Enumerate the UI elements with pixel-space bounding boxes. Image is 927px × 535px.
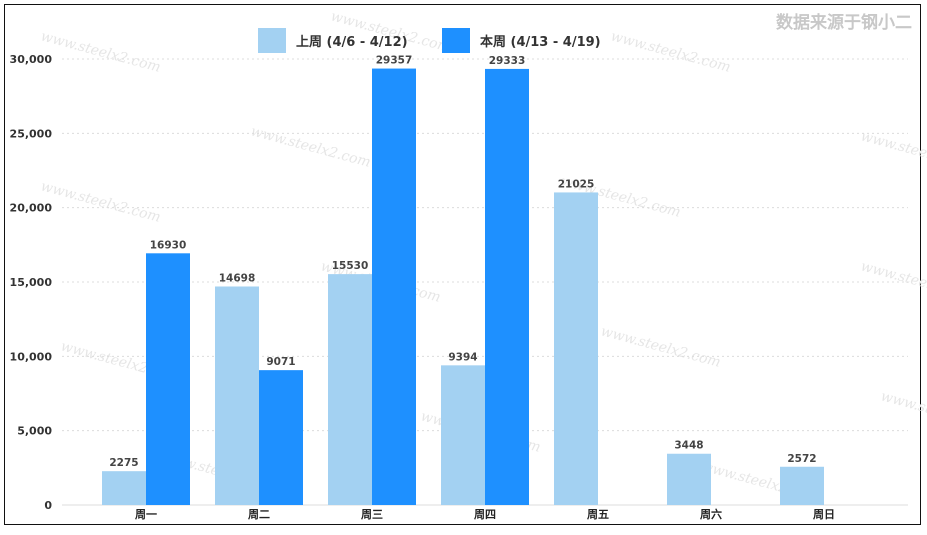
watermark-text: www.steelx2.com xyxy=(39,178,162,225)
bars xyxy=(102,68,824,505)
data-label: 15530 xyxy=(332,260,369,272)
x-axis-categories: 周一 周二 周三 周四 周五 周六 周日 xyxy=(135,507,835,521)
data-label: 9394 xyxy=(448,351,477,363)
data-label: 2275 xyxy=(109,457,138,469)
x-category-label: 周四 xyxy=(474,508,496,521)
x-category-label: 周六 xyxy=(700,507,722,521)
data-label: 14698 xyxy=(219,272,256,284)
bar-this-week xyxy=(485,68,529,505)
data-label: 16930 xyxy=(150,239,187,251)
watermark-text: www.steelx2.com xyxy=(609,28,732,75)
x-category-label: 周五 xyxy=(587,508,609,521)
data-label: 29357 xyxy=(376,55,413,67)
x-category-label: 周二 xyxy=(248,508,270,521)
bar-this-week xyxy=(146,253,190,505)
watermark-text: www.steelx2.com xyxy=(249,123,372,170)
legend-swatch xyxy=(442,28,470,53)
y-tick-label: 5,000 xyxy=(17,425,52,438)
bar-last-week xyxy=(780,466,824,505)
data-label: 2572 xyxy=(787,453,816,465)
legend-label: 上周 (4/6 - 4/12) xyxy=(296,35,408,50)
bar-last-week xyxy=(328,274,372,505)
y-tick-label: 15,000 xyxy=(10,276,53,289)
x-category-label: 周三 xyxy=(361,508,383,521)
legend: 上周 (4/6 - 4/12) 本周 (4/13 - 4/19) xyxy=(258,28,601,53)
y-tick-label: 25,000 xyxy=(10,127,53,140)
bar-this-week xyxy=(259,370,303,505)
watermark-text: www.steelx2.com xyxy=(39,28,162,75)
watermark-text: www.steelx2.com xyxy=(859,128,927,175)
legend-label: 本周 (4/13 - 4/19) xyxy=(480,34,601,50)
y-tick-label: 10,000 xyxy=(10,350,53,363)
legend-swatch xyxy=(258,28,286,53)
y-tick-label: 0 xyxy=(44,499,52,512)
bar-last-week xyxy=(441,365,485,505)
bar-this-week xyxy=(372,68,416,505)
data-label: 29333 xyxy=(489,55,526,67)
x-category-label: 周一 xyxy=(135,508,157,521)
watermark-text: www.steelx2.com xyxy=(879,388,927,435)
bar-last-week xyxy=(554,192,598,505)
data-labels: 2275 16930 14698 9071 15530 29357 9394 29333 210… xyxy=(109,55,816,470)
data-label: 3448 xyxy=(674,440,703,452)
data-source-note: 数据来源于钢小二 xyxy=(776,12,912,33)
watermark-text: www.steelx2.com xyxy=(599,323,722,370)
y-tick-label: 30,000 xyxy=(10,53,53,66)
data-label: 21025 xyxy=(558,178,595,190)
y-axis-ticks: 0 5,000 10,000 15,000 20,000 25,000 30,000 xyxy=(10,53,53,512)
bar-last-week xyxy=(102,471,146,505)
bar-last-week xyxy=(667,453,711,505)
y-tick-label: 20,000 xyxy=(10,202,53,215)
gridlines xyxy=(62,58,908,506)
bar-last-week xyxy=(215,286,259,505)
x-category-label: 周日 xyxy=(813,508,835,521)
data-label: 9071 xyxy=(266,356,295,368)
